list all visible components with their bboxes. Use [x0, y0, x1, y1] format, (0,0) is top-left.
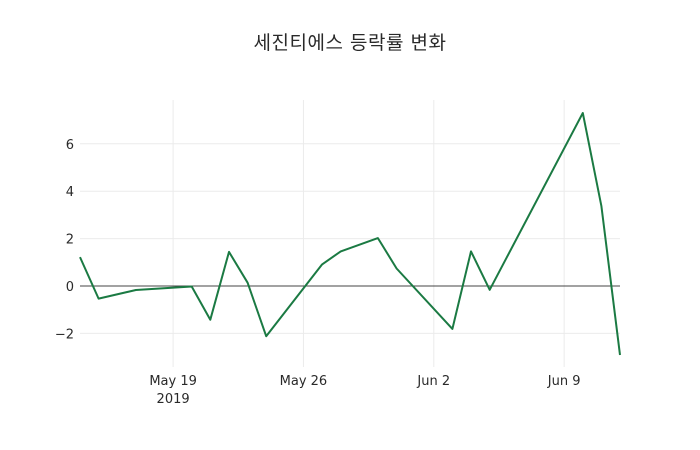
y-tick-label: −2: [55, 327, 74, 342]
data-line: [79, 112, 621, 356]
series-line: [79, 112, 621, 356]
x-tick-label: May 19: [149, 374, 197, 389]
x-tick-label: May 26: [280, 374, 328, 389]
y-axis: −2 0 2 4 6: [55, 138, 74, 343]
x-tick-label: Jun 2: [416, 374, 450, 389]
y-tick-label: 6: [66, 138, 74, 153]
y-tick-label: 0: [66, 280, 74, 295]
x-tick-label: Jun 9: [547, 374, 581, 389]
y-tick-label: 2: [66, 233, 74, 248]
x-axis: May 19 2019 May 26 Jun 2 Jun 9: [149, 374, 580, 407]
x-tick-year-label: 2019: [157, 392, 190, 407]
chart-title: 세진티에스 등락률 변화: [253, 32, 447, 54]
gridlines: [80, 100, 620, 367]
y-tick-label: 4: [66, 185, 74, 200]
